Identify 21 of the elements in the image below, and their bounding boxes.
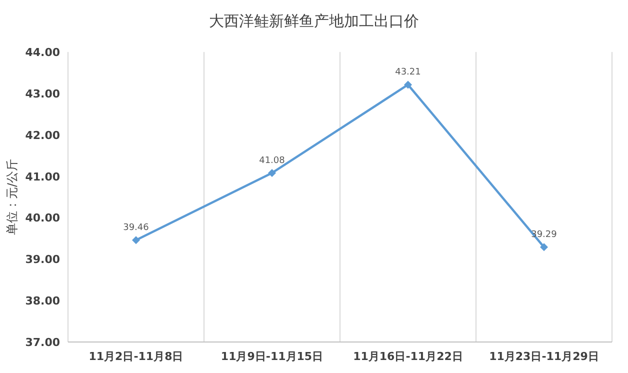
x-tick-label: 11月9日-11月15日 [220,350,324,363]
x-tick-label: 11月23日-11月29日 [489,350,599,363]
y-tick-label: 40.00 [25,212,60,225]
point [540,243,548,252]
y-tick-label: 38.00 [25,294,60,308]
point [268,168,276,177]
y-tick-label: 37.00 [25,336,60,349]
y-tick-label: 41.00 [25,170,60,184]
x-tick-label: 11月16日-11月22日 [353,350,463,363]
point [132,236,140,244]
y-tick-label: 43.00 [25,87,60,100]
data-label: 39.46 [123,223,150,234]
y-axis-title: 单位：元/公斤 [5,158,19,236]
data-label: 41.08 [259,156,286,166]
y-tick-label: 39.00 [25,253,60,266]
y-tick-label: 42.00 [25,128,60,142]
x-tick-label: 11月2日-11月8日 [88,350,184,363]
chart-title: 大西洋鲑新鲜鱼产地加工出口价 [209,12,419,30]
point [404,80,412,89]
y-tick-label: 44.00 [25,46,60,59]
data-label: 43.21 [395,68,421,78]
